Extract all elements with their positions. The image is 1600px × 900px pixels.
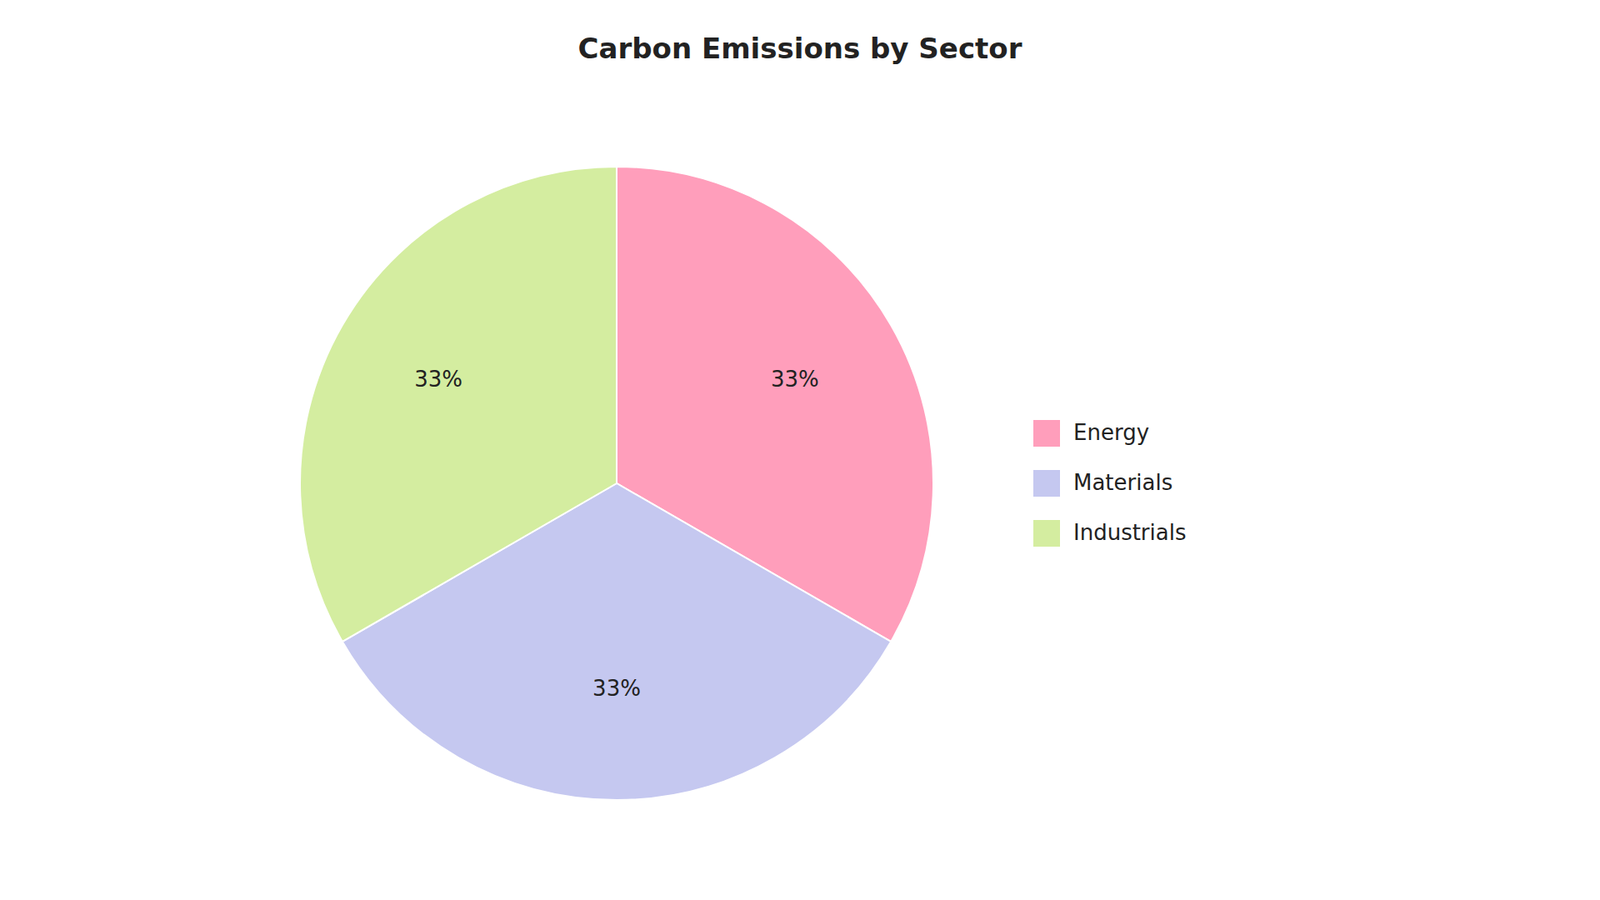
legend: Energy Materials Industrials [1033,420,1186,548]
chart-container: Carbon Emissions by Sector 33% 33% 33% Energ… [0,0,1600,900]
legend-swatch [1033,420,1060,447]
data-label: 33% [414,366,463,392]
legend-swatch [1033,520,1060,547]
pie: 33% 33% 33% [300,166,934,800]
legend-label: Materials [1073,470,1173,495]
data-label: 33% [770,366,820,392]
chart-svg: Carbon Emissions by Sector 33% 33% 33% Energ… [0,0,1600,900]
legend-item: Energy [1033,420,1150,448]
pie-slice [300,166,617,642]
legend-item: Industrials [1033,520,1186,548]
legend-label: Energy [1073,420,1150,445]
legend-item: Materials [1033,470,1173,498]
data-label: 33% [592,675,641,701]
legend-swatch [1033,470,1060,497]
legend-label: Industrials [1073,520,1186,545]
chart-title: Carbon Emissions by Sector [578,31,1023,65]
